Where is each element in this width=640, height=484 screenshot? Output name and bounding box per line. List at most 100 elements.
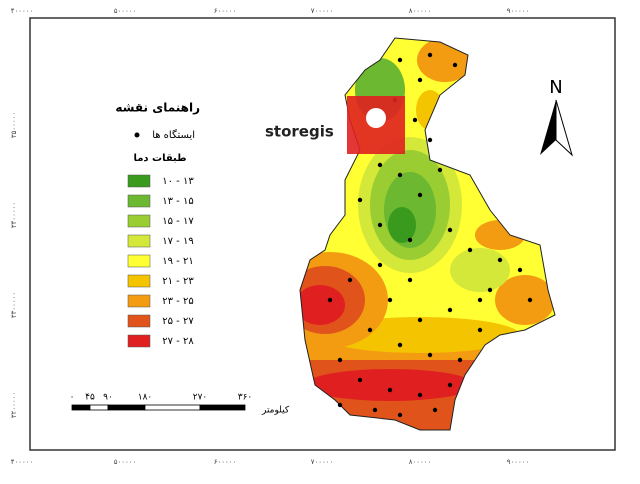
legend-label: ۲۵ - ۲۷ [162,316,194,327]
legend-swatch [127,334,151,348]
station [497,257,503,263]
station [427,52,433,58]
station [407,277,413,283]
scale-label: ۱۸۰ [138,393,153,403]
station [412,117,418,123]
scale-segment [89,404,109,411]
grid-label-top: ۶۰۰۰۰۰ [214,7,237,15]
grid-label-top: ۸۰۰۰۰۰ [409,7,432,15]
grid-label-top: ۹۰۰۰۰۰ [507,7,530,15]
north-arrow-right [555,99,573,157]
legend-station-symbol [134,132,140,138]
scale-label: ۹۰ [103,393,113,403]
legend-swatch [127,174,151,188]
legend-label: ۲۳ - ۲۵ [162,296,193,307]
station [517,267,523,273]
legend-swatch [127,274,151,288]
grid-label-bottom: ۵۰۰۰۰۰ [114,458,137,466]
station [387,387,393,393]
station [417,192,423,198]
legend-swatch [127,254,151,268]
station [367,327,373,333]
station [407,237,413,243]
station [467,247,473,253]
legend: ۱۰ - ۱۳ ۱۳ - ۱۵ ۱۵ - ۱۷ ۱۷ - ۱۹ ۱۹ - ۲۱ ۲۱ - … [127,174,194,348]
grid-label-bottom: ۸۰۰۰۰۰ [409,458,432,466]
station [357,377,363,383]
station [397,342,403,348]
station [337,402,343,408]
legend-title: راهنمای نقشه [115,101,200,115]
grid-label-left: ۳۴۰۰۰۰۰ [10,202,18,228]
grid-label-bottom: ۴۰۰۰۰۰ [11,458,34,466]
legend-label: ۱۳ - ۱۵ [162,196,193,207]
station [447,227,453,233]
legend-label: ۱۹ - ۲۱ [162,256,193,267]
north-arrow-left [540,100,556,155]
grid-label-top: ۴۰۰۰۰۰ [11,7,34,15]
legend-swatch [127,234,151,248]
watermark-logo-dot [366,108,386,128]
station [417,77,423,83]
station [477,297,483,303]
station [427,352,433,358]
legend-swatch [127,214,151,228]
scale-label: ۴۵ [85,393,95,403]
scale-unit: کیلومتر [261,406,290,416]
station [397,172,403,178]
station [432,407,438,413]
zone [495,275,555,325]
station [357,197,363,203]
grid-labels: ۴۰۰۰۰۰ ۵۰۰۰۰۰ ۶۰۰۰۰۰ ۷۰۰۰۰۰ ۸۰۰۰۰۰ ۹۰۰۰۰۰ ۴۰۰۰… [10,7,529,466]
watermark: storegis [265,96,405,154]
scale-bar: ۰ ۴۵ ۹۰ ۱۸۰ ۲۷۰ ۳۶۰ [70,393,253,411]
scale-label: ۳۶۰ [238,393,253,403]
station [427,137,433,143]
province-outline [299,37,556,431]
legend-classes-title: طبقات دما [133,153,186,164]
grid-label-bottom: ۹۰۰۰۰۰ [507,458,530,466]
grid-label-bottom: ۶۰۰۰۰۰ [214,458,237,466]
grid-label-left: ۳۳۰۰۰۰۰ [10,292,18,318]
station [452,62,458,68]
station [372,407,378,413]
zone [388,207,416,243]
station [397,57,403,63]
station [437,167,443,173]
legend-label: ۱۷ - ۱۹ [162,236,193,247]
station [457,357,463,363]
legend-stations: ایستگاه ها [152,129,195,141]
station [377,162,383,168]
grid-label-bottom: ۷۰۰۰۰۰ [311,458,334,466]
grid-label-top: ۷۰۰۰۰۰ [311,7,334,15]
station [337,357,343,363]
station [487,287,493,293]
station [477,327,483,333]
legend-label: ۱۵ - ۱۷ [162,216,194,227]
station [447,382,453,388]
north-arrow: N [540,77,573,157]
station [377,222,383,228]
station [417,392,423,398]
zone [450,248,510,292]
scale-segment [144,404,201,411]
scale-label: ۲۷۰ [193,393,208,403]
legend-label: ۱۰ - ۱۳ [162,176,194,187]
station [527,297,533,303]
map-frame [29,17,616,451]
grid-label-left: ۳۲۰۰۰۰۰ [10,392,18,418]
station [417,317,423,323]
zone [305,369,475,401]
grid-label-left: ۳۵۰۰۰۰۰ [10,112,18,138]
scale-segment [199,404,246,411]
station [397,412,403,418]
north-label: N [549,77,562,98]
station [347,277,353,283]
legend-label: ۲۷ - ۲۸ [162,336,194,347]
watermark-text: storegis [265,123,334,141]
station [377,262,383,268]
scale-segment [71,404,91,411]
legend-swatch [127,194,151,208]
grid-label-top: ۵۰۰۰۰۰ [114,7,137,15]
